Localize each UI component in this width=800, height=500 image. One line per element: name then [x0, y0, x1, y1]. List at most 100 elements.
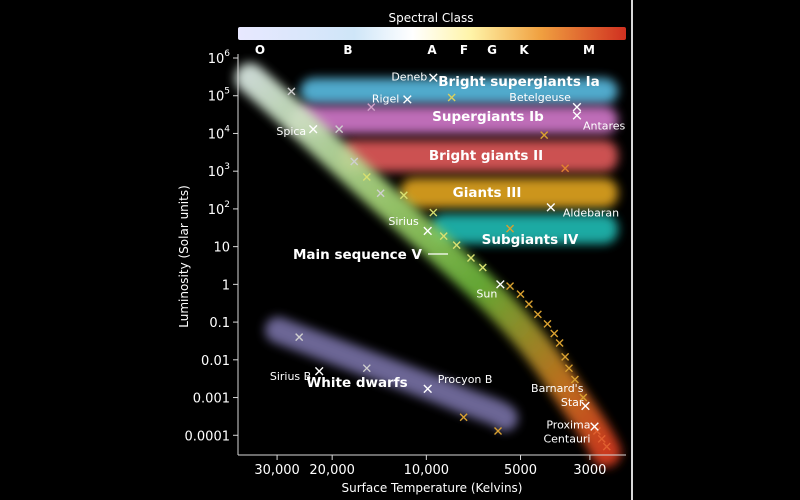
y-tick-label: 1 — [222, 278, 230, 293]
star-point — [350, 157, 359, 166]
star-point — [459, 413, 468, 422]
luminosity-bands — [235, 63, 621, 467]
band-3 — [400, 178, 618, 208]
y-tick-label: 103 — [208, 162, 230, 180]
star-point — [447, 93, 456, 102]
named-star-label: Sun — [476, 287, 497, 300]
band-2 — [340, 140, 618, 172]
star-point — [602, 442, 611, 451]
named-star-marker — [423, 384, 432, 394]
y-tick-label: 104 — [208, 124, 231, 142]
named-star-marker — [423, 226, 432, 236]
star-point — [439, 232, 448, 241]
y-tick-label: 10 — [213, 241, 230, 256]
frame-divider — [631, 0, 633, 500]
named-star-marker — [546, 203, 556, 212]
axes: 1061051041031021010.10.010.0010.000130,0… — [177, 49, 626, 495]
spectral-class-k: K — [519, 43, 529, 57]
star-point — [579, 393, 588, 402]
x-tick-label: 5000 — [504, 463, 537, 478]
named-star-label: Antares — [583, 119, 626, 132]
named-star-marker — [496, 280, 505, 289]
x-tick-label: 3000 — [573, 463, 606, 478]
main-sequence-band — [235, 63, 621, 467]
band-0 — [300, 78, 618, 104]
named-star-label: Procyon B — [438, 373, 493, 386]
spectral-class-m: M — [583, 43, 595, 57]
y-tick-label: 0.0001 — [185, 429, 231, 444]
star-point — [516, 290, 525, 299]
named-star-label: Spica — [276, 125, 306, 138]
star-point — [399, 191, 408, 200]
spectral-class-a: A — [427, 43, 437, 57]
spectral-class-bar — [238, 27, 626, 40]
named-star-marker — [590, 422, 599, 431]
region-label: Bright supergiants Ia — [438, 74, 599, 90]
named-star-label: Rigel — [372, 92, 400, 105]
spectral-class-f: F — [460, 43, 468, 57]
spectral-class-g: G — [487, 43, 497, 57]
star-point — [452, 241, 461, 250]
x-tick-label: 20,000 — [309, 463, 355, 478]
star-point — [362, 364, 371, 373]
background-stars — [287, 87, 611, 451]
x-tick-label: 10,000 — [404, 463, 450, 478]
region-label: White dwarfs — [306, 375, 407, 391]
star-point — [466, 253, 475, 262]
y-tick-label: 105 — [208, 87, 230, 105]
star-point — [524, 300, 533, 309]
y-axis-label: Luminosity (Solar units) — [177, 185, 191, 328]
named-star-marker — [308, 124, 318, 134]
star-point — [429, 208, 438, 217]
star-point — [597, 434, 606, 443]
y-tick-label: 0.01 — [201, 354, 230, 369]
region-label: Supergiants Ib — [432, 109, 544, 125]
spectral-class-b: B — [343, 43, 352, 57]
region-labels: Bright supergiants Ia Supergiants Ib Brigh… — [293, 74, 600, 391]
star-point — [550, 329, 559, 338]
spectral-class-o: O — [255, 43, 265, 57]
y-tick-label: 106 — [208, 49, 231, 67]
star-point — [564, 364, 573, 373]
star-point — [540, 131, 549, 140]
named-star-label: Deneb — [391, 71, 427, 84]
star-point — [506, 224, 515, 233]
x-axis-label: Surface Temperature (Kelvins) — [341, 481, 522, 495]
named-star-marker — [403, 95, 412, 104]
star-point — [555, 338, 564, 347]
region-label: Bright giants II — [429, 148, 543, 164]
star-point — [295, 333, 304, 342]
named-star-label: Sirius — [388, 215, 419, 228]
named-star-label: Betelgeuse — [509, 91, 571, 104]
spectral-class-title: Spectral Class — [389, 11, 474, 25]
named-star-label: Barnard's Star — [531, 382, 584, 409]
star-point — [561, 352, 570, 361]
star-point — [561, 164, 570, 173]
named-star-marker — [314, 366, 324, 376]
y-tick-label: 0.1 — [209, 316, 230, 331]
region-label: Subgiants IV — [482, 232, 579, 248]
star-point — [506, 282, 515, 291]
star-point — [362, 173, 371, 182]
named-star-marker — [572, 102, 582, 112]
star-point — [570, 375, 579, 384]
band-1 — [290, 106, 618, 134]
star-point — [335, 125, 344, 134]
star-point — [478, 263, 487, 272]
named-stars: Deneb Rigel Betelgeuse Antares Spica Aldebara… — [270, 71, 626, 446]
named-star-label: Proxima Centauri — [543, 419, 590, 446]
star-point — [543, 319, 552, 328]
named-star-label: Aldebaran — [563, 206, 619, 219]
star-point — [376, 189, 385, 198]
region-label: Main sequence V — [293, 247, 423, 263]
x-tick-label: 30,000 — [254, 463, 300, 478]
named-star-marker — [581, 401, 590, 411]
y-tick-label: 102 — [208, 200, 230, 218]
star-point — [367, 103, 376, 112]
named-star-marker — [429, 73, 438, 83]
region-label: Giants III — [453, 185, 522, 201]
named-star-marker — [572, 111, 582, 120]
